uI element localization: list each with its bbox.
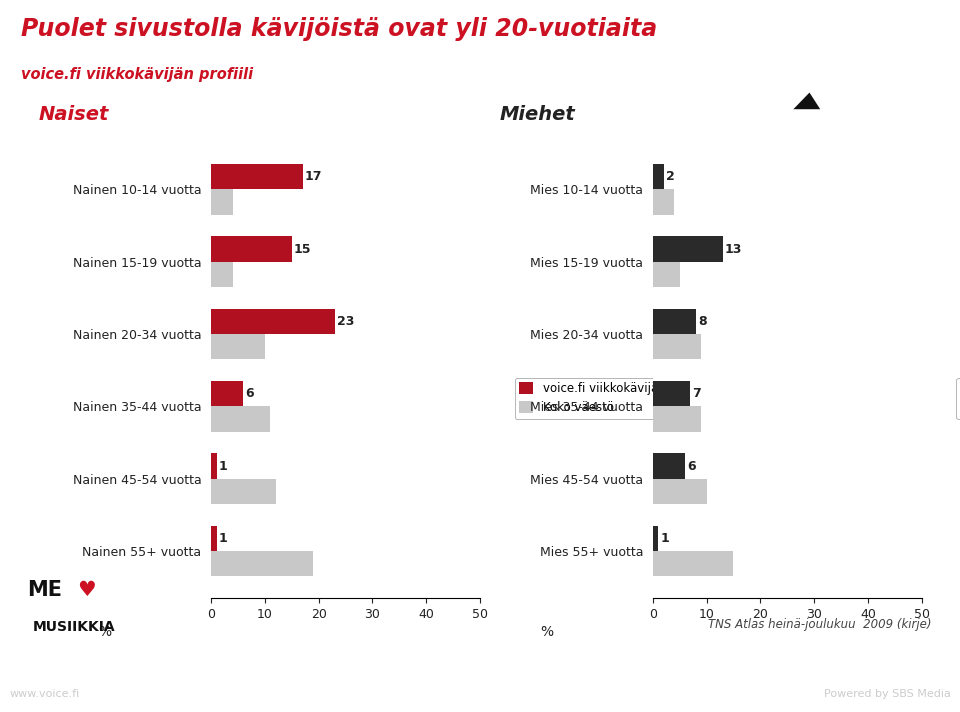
- Bar: [211, 454, 217, 478]
- Text: voice.fi viikkokävijän profiili: voice.fi viikkokävijän profiili: [21, 67, 252, 82]
- Text: 1: 1: [219, 459, 228, 473]
- Bar: [653, 236, 723, 262]
- Text: ♥: ♥: [78, 580, 96, 600]
- Text: MUSIIKKIA: MUSIIKKIA: [33, 620, 116, 634]
- Bar: [653, 262, 680, 287]
- Bar: [211, 309, 335, 334]
- Text: %: %: [98, 625, 111, 639]
- Text: 17: 17: [304, 170, 323, 183]
- Text: 7: 7: [692, 387, 702, 400]
- Bar: [653, 164, 663, 189]
- Bar: [653, 407, 701, 431]
- Polygon shape: [793, 93, 820, 109]
- Bar: [653, 551, 733, 577]
- Text: www.voice.fi: www.voice.fi: [10, 689, 80, 699]
- Bar: [653, 381, 690, 407]
- Text: Powered by SBS Media: Powered by SBS Media: [824, 689, 950, 699]
- Bar: [211, 525, 217, 551]
- Bar: [211, 334, 265, 360]
- Text: 6: 6: [687, 459, 696, 473]
- Text: ME: ME: [27, 580, 61, 600]
- Bar: [653, 334, 701, 360]
- Text: TNS Atlas heinä-joulukuu  2009 (kirje): TNS Atlas heinä-joulukuu 2009 (kirje): [708, 618, 931, 631]
- Bar: [653, 525, 659, 551]
- Text: 15: 15: [294, 243, 311, 256]
- Bar: [211, 189, 232, 215]
- Text: Naiset: Naiset: [38, 105, 108, 125]
- Text: Miehet: Miehet: [499, 105, 575, 125]
- Bar: [211, 551, 313, 577]
- Text: 8: 8: [698, 315, 707, 328]
- Bar: [211, 164, 302, 189]
- Text: 6: 6: [246, 387, 254, 400]
- Legend: voice.fi viikkokävijät, Koko väestö 10+: voice.fi viikkokävijät, Koko väestö 10+: [956, 377, 960, 419]
- Bar: [653, 454, 685, 478]
- Bar: [653, 309, 696, 334]
- Text: 2: 2: [665, 170, 675, 183]
- Bar: [211, 407, 271, 431]
- Legend: voice.fi viikkokävijät, Koko väestö: voice.fi viikkokävijät, Koko väestö: [515, 377, 667, 419]
- Text: 23: 23: [337, 315, 354, 328]
- Bar: [211, 262, 232, 287]
- Text: 1: 1: [660, 532, 669, 545]
- Text: 1: 1: [219, 532, 228, 545]
- Text: 13: 13: [725, 243, 742, 256]
- Bar: [653, 478, 707, 504]
- Bar: [653, 189, 674, 215]
- Bar: [211, 236, 292, 262]
- Bar: [211, 478, 276, 504]
- Text: %: %: [540, 625, 553, 639]
- Bar: [211, 381, 244, 407]
- Text: Puolet sivustolla kävijöistä ovat yli 20-vuotiaita: Puolet sivustolla kävijöistä ovat yli 20…: [21, 16, 657, 41]
- Text: THE VOICE: THE VOICE: [735, 30, 916, 59]
